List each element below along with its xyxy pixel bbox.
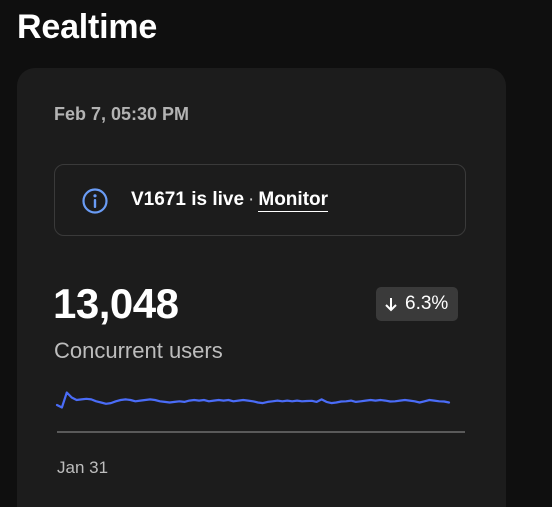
x-axis-start-label: Jan 31 xyxy=(57,458,109,477)
change-badge: 6.3% xyxy=(376,287,459,321)
series-line xyxy=(55,391,451,409)
concurrent-users-value: 13,048 xyxy=(53,280,179,327)
timestamp: Feb 7, 05:30 PM xyxy=(54,104,190,124)
live-version-notice: V1671 is live · Monitor xyxy=(54,164,466,236)
version-status-text: V1671 is live xyxy=(131,189,245,210)
change-percent: 6.3% xyxy=(405,293,449,314)
notice-text: V1671 is live · Monitor xyxy=(131,189,329,212)
realtime-card: Feb 7, 05:30 PM V1671 is live · Monitor 13… xyxy=(17,68,506,507)
separator-dot: · xyxy=(248,189,255,210)
users-sparkline xyxy=(55,391,465,433)
arrow-down-icon xyxy=(385,298,397,312)
info-icon xyxy=(82,188,108,214)
page-title: Realtime xyxy=(17,8,158,46)
metric-label: Concurrent users xyxy=(54,338,223,363)
monitor-link[interactable]: Monitor xyxy=(258,189,329,212)
